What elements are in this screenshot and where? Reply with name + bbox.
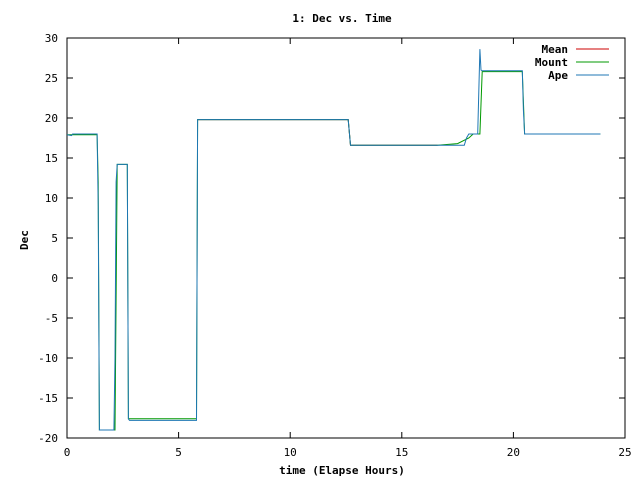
x-tick-label: 20 <box>507 446 520 459</box>
y-tick-label: -10 <box>38 352 58 365</box>
y-tick-label: -5 <box>45 312 58 325</box>
y-tick-label: 20 <box>45 112 58 125</box>
series-line-ape <box>66 49 601 431</box>
x-tick-label: 25 <box>618 446 631 459</box>
legend-label-mean: Mean <box>542 43 569 56</box>
x-axis-label: time (Elapse Hours) <box>279 464 405 477</box>
series-group <box>66 49 601 431</box>
plot-frame <box>66 37 626 439</box>
y-axis: -20 -15 -10 -5 0 5 10 15 20 25 30 <box>38 32 625 445</box>
x-tick-label: 0 <box>64 446 71 459</box>
y-tick-label: -15 <box>38 392 58 405</box>
x-tick-label: 5 <box>175 446 182 459</box>
x-tick-label: 10 <box>284 446 297 459</box>
series-line-mean <box>197 119 438 146</box>
x-tick-label: 15 <box>395 446 408 459</box>
y-axis-label: Dec <box>18 230 31 250</box>
y-tick-label: 30 <box>45 32 58 45</box>
y-tick-label: 5 <box>51 232 58 245</box>
series-line-mount <box>67 71 601 431</box>
legend-label-ape: Ape <box>548 69 568 82</box>
y-tick-label: 25 <box>45 72 58 85</box>
y-tick-label: 10 <box>45 192 58 205</box>
x-axis: 0 5 10 15 20 25 <box>64 38 632 459</box>
y-tick-label: 0 <box>51 272 58 285</box>
legend-label-mount: Mount <box>535 56 568 69</box>
y-tick-label: 15 <box>45 152 58 165</box>
y-tick-label: -20 <box>38 432 58 445</box>
chart-title: 1: Dec vs. Time <box>292 12 392 25</box>
